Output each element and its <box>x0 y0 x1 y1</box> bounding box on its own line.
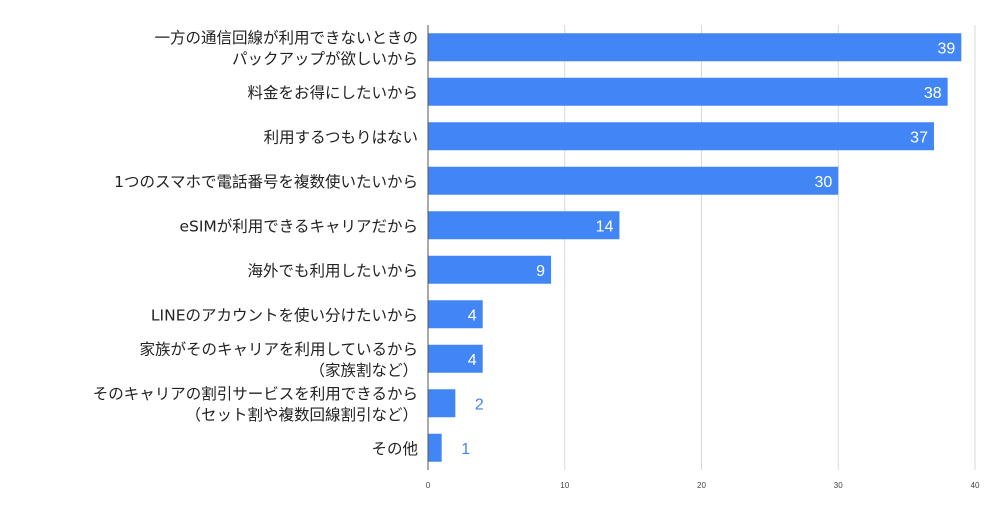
category-label: （家族割など） <box>309 361 418 379</box>
x-tick-label: 40 <box>971 481 980 490</box>
bar <box>428 389 456 418</box>
data-label: 2 <box>475 396 484 413</box>
bar <box>428 344 483 373</box>
category-label: 利用するつもりはない <box>264 128 418 146</box>
category-label: （セット割や複数回線割引など） <box>185 406 418 424</box>
data-label: 30 <box>814 174 832 191</box>
bar <box>428 433 442 462</box>
data-label: 14 <box>596 218 614 235</box>
data-label: 39 <box>938 40 956 57</box>
x-tick-label: 20 <box>697 481 706 490</box>
data-label: 9 <box>536 263 545 280</box>
x-tick-label: 30 <box>834 481 843 490</box>
x-tick-label: 0 <box>426 481 431 490</box>
category-label: その他 <box>371 440 418 458</box>
bar <box>428 33 962 62</box>
bar <box>428 77 948 106</box>
category-label: 海外でも利用したいから <box>247 262 418 280</box>
category-label: 一方の通信回線が利用できないときの <box>154 29 418 47</box>
category-label: eSIMが利用できるキャリアだから <box>179 217 418 235</box>
category-label: LINEのアカウントを使い分けたいから <box>151 306 418 324</box>
data-label: 4 <box>468 352 477 369</box>
data-label: 4 <box>468 307 477 324</box>
bar <box>428 255 552 284</box>
category-label: そのキャリアの割引サービスを利用できるから <box>93 385 418 403</box>
bar <box>428 300 483 329</box>
bar <box>428 122 934 151</box>
data-label: 37 <box>910 129 928 146</box>
data-label: 38 <box>924 85 942 102</box>
x-tick-label: 10 <box>560 481 569 490</box>
bar <box>428 166 839 195</box>
category-label: 家族がそのキャリアを利用しているから <box>139 340 418 358</box>
category-label: 料金をお得にしたいから <box>247 84 418 102</box>
category-label: パックアップが欲しいから <box>232 50 418 68</box>
category-label: 1つのスマホで電話番号を複数使いたいから <box>114 173 418 191</box>
bar <box>428 211 620 240</box>
data-label: 1 <box>461 441 470 458</box>
